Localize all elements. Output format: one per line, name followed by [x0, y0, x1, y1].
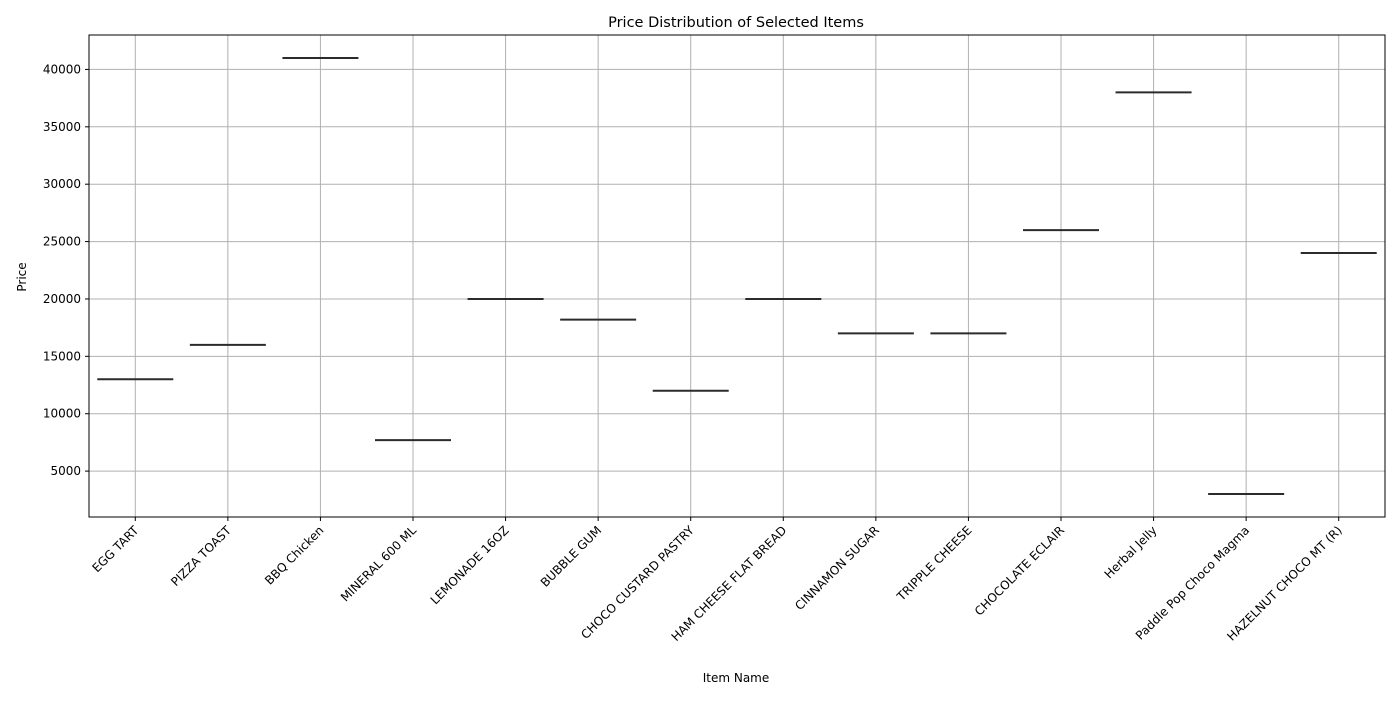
x-axis-label: Item Name: [703, 671, 770, 685]
y-tick-label: 30000: [43, 177, 81, 191]
y-tick-label: 25000: [43, 235, 81, 249]
y-tick-label: 5000: [50, 464, 81, 478]
y-axis-label: Price: [15, 262, 29, 291]
y-tick-label: 40000: [43, 62, 81, 76]
x-tick-label: CHOCOLATE ECLAIR: [972, 523, 1067, 618]
chart-title: Price Distribution of Selected Items: [608, 15, 864, 31]
y-tick-label: 35000: [43, 120, 81, 134]
x-axis: EGG TART PIZZA TOAST BBQ Chicken MINERAL 60…: [90, 517, 1345, 644]
x-tick-label: CINNAMON SUGAR: [792, 523, 882, 613]
x-tick-label: Herbal Jelly: [1102, 523, 1160, 581]
y-tick-label: 10000: [43, 407, 81, 421]
y-tick-label: 15000: [43, 349, 81, 363]
median-lines: [97, 56, 1377, 496]
x-tick-label: EGG TART: [90, 523, 142, 575]
x-tick-label: LEMONADE 16OZ: [428, 523, 512, 607]
x-tick-label: MINERAL 600 ML: [338, 523, 419, 604]
x-tick-label: TRIPPLE CHEESE: [894, 523, 975, 604]
y-tick-label: 20000: [43, 292, 81, 306]
grid-lines: [89, 35, 1385, 517]
plot-area-frame: [88, 34, 1386, 518]
y-axis: 5000 10000 15000 20000 25000 30000 35000 40000: [43, 62, 89, 478]
x-tick-label: BUBBLE GUM: [538, 523, 604, 589]
x-tick-label: BBQ Chicken: [262, 523, 326, 587]
x-tick-label: PIZZA TOAST: [168, 523, 234, 589]
